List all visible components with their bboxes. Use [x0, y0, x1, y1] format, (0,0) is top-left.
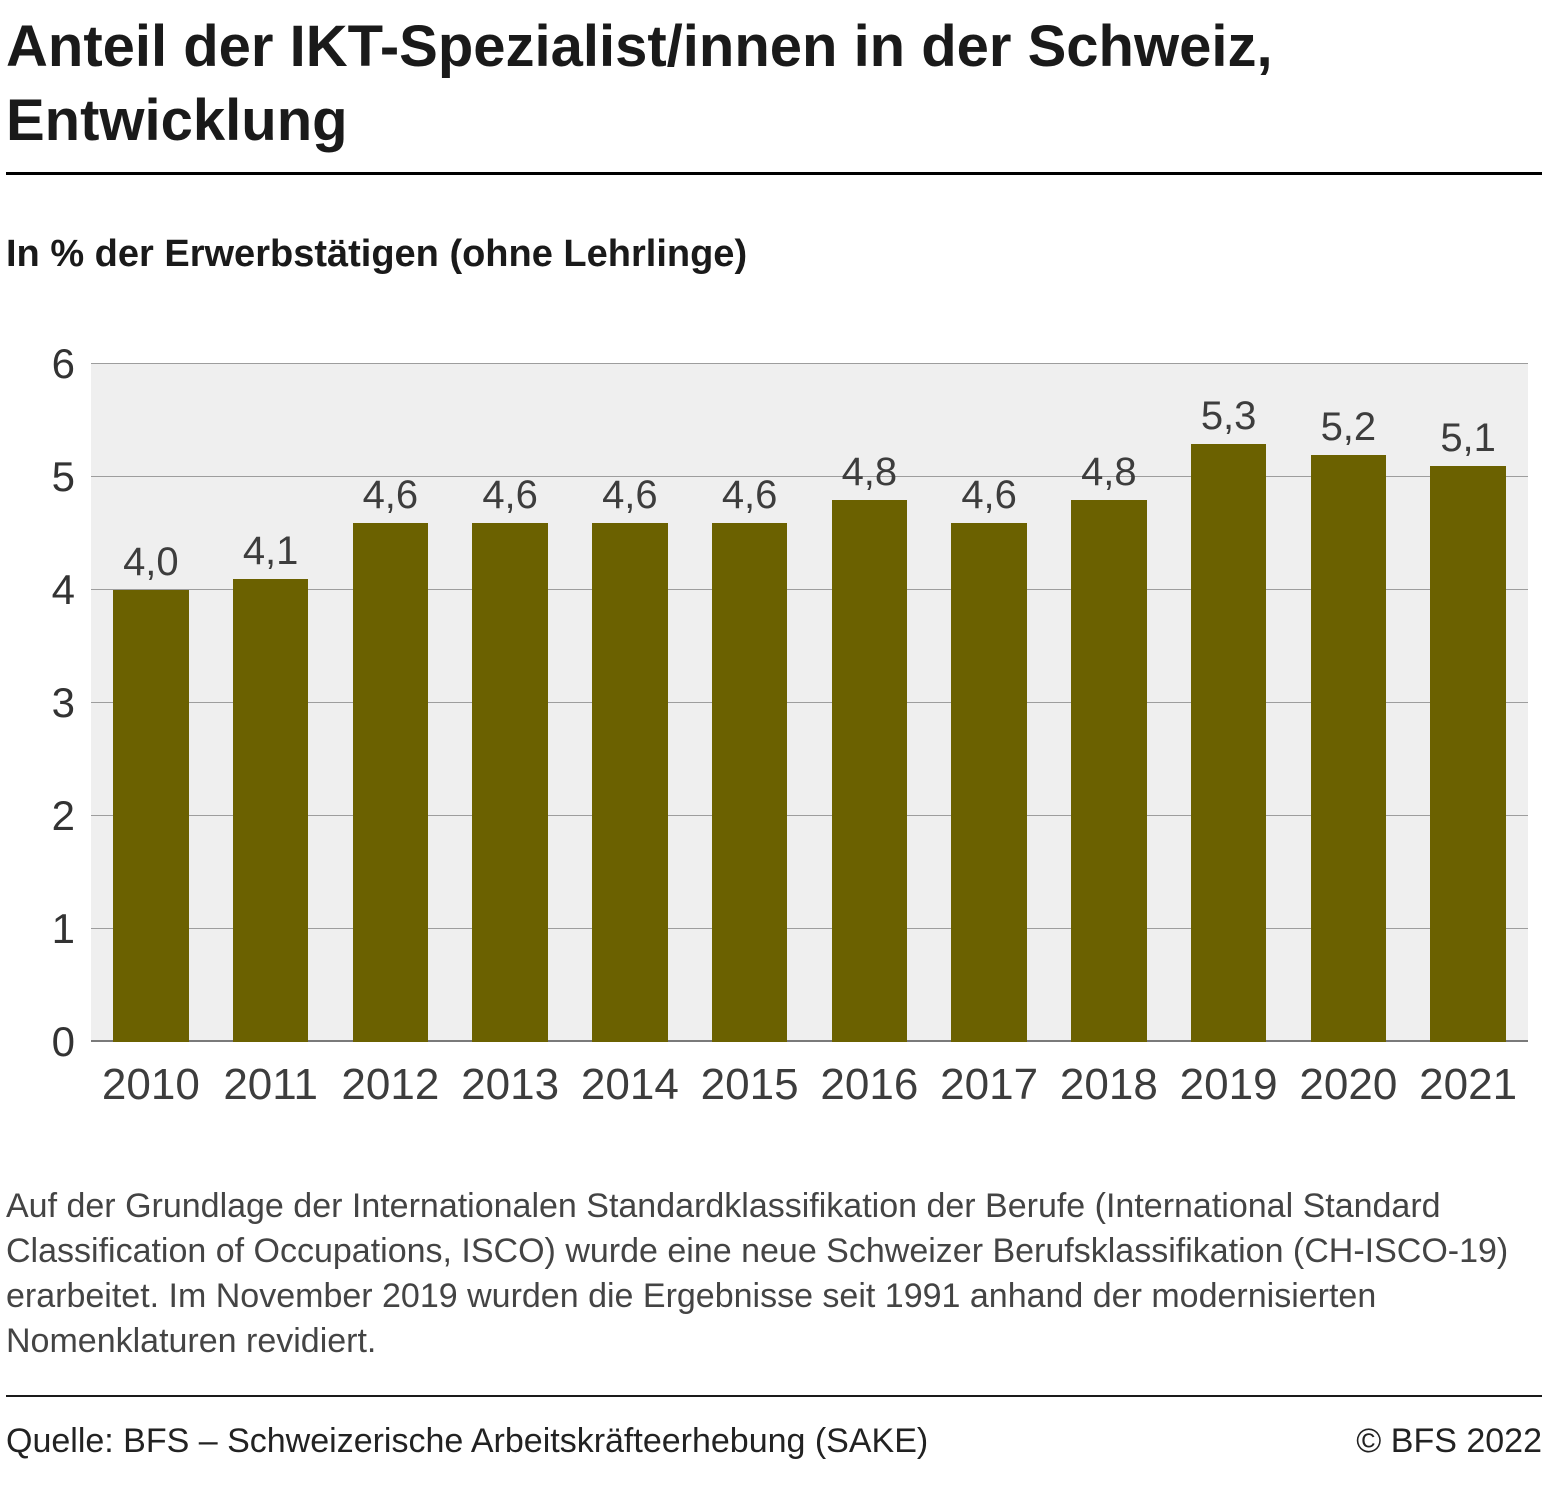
bar: [1430, 466, 1506, 1043]
page-title: Anteil der IKT-Spezialist/innen in der S…: [6, 14, 1273, 154]
footnote-text: Auf der Grundlage der Internationalen St…: [6, 1187, 1509, 1361]
y-axis-tick-label: 1: [51, 905, 75, 953]
gridline: [91, 363, 1528, 365]
gridline: [91, 1040, 1528, 1043]
x-axis-label: 2011: [223, 1060, 318, 1110]
bar-slot: 4,6: [570, 364, 690, 1043]
bar-slot: 4,8: [1049, 364, 1169, 1043]
x-axis-label: 2017: [940, 1060, 1039, 1110]
bar: [113, 590, 189, 1043]
bar-value-label: 5,1: [1440, 416, 1496, 461]
page: Anteil der IKT-Spezialist/innen in der S…: [6, 14, 1542, 1361]
x-axis-label: 2016: [820, 1060, 919, 1110]
title-divider: [6, 172, 1542, 176]
x-axis-label: 2019: [1179, 1060, 1278, 1110]
bar-slot: 5,3: [1169, 364, 1289, 1043]
gridline: [91, 476, 1528, 478]
gridline: [91, 815, 1528, 817]
bar-slot: 4,6: [450, 364, 570, 1043]
bar-value-label: 4,6: [961, 472, 1017, 517]
x-axis-label: 2021: [1419, 1060, 1518, 1110]
y-axis-tick-label: 5: [51, 453, 75, 501]
bar-chart: 4,0 4,1 4,6 4,6 4,6 4,6 4,8 4,6 4,8 5,3 5,2 5,1 0 1 2…: [6, 343, 1542, 1110]
gridline: [91, 702, 1528, 704]
bar: [232, 579, 309, 1043]
bar: [592, 522, 668, 1043]
y-axis-tick-label: 6: [51, 340, 75, 388]
bar-value-label: 4,8: [1081, 450, 1137, 495]
bar: [1190, 443, 1267, 1043]
gridline: [91, 928, 1528, 930]
y-axis-tick-label: 0: [51, 1018, 75, 1066]
y-axis-tick-label: 2: [51, 792, 75, 840]
footer: Quelle: BFS – Schweizerische Arbeitskräf…: [6, 1422, 1542, 1461]
x-axis-label: 2012: [341, 1060, 440, 1110]
x-axis-label: 2010: [101, 1060, 200, 1110]
bar-slot: 4,6: [331, 364, 451, 1043]
bar-slot: 4,6: [929, 364, 1049, 1043]
bar-slot: 5,1: [1408, 364, 1528, 1043]
source-text: Quelle: BFS – Schweizerische Arbeitskräf…: [6, 1422, 929, 1460]
bar-slot: 4,6: [690, 364, 810, 1043]
x-axis-label: 2020: [1299, 1060, 1398, 1110]
bar: [472, 522, 548, 1043]
bar-value-label: 5,3: [1200, 393, 1257, 438]
bar-slot: 4,1: [211, 364, 331, 1043]
bar-value-label: 4,6: [721, 472, 778, 517]
bar: [711, 522, 788, 1043]
x-axis-label: 2015: [700, 1060, 799, 1110]
bar-slot: 5,2: [1289, 364, 1409, 1043]
bar: [1310, 454, 1387, 1043]
bar-value-label: 4,0: [123, 540, 179, 585]
x-axis-label: 2014: [580, 1060, 679, 1110]
bar-value-label: 5,2: [1320, 404, 1377, 449]
gridline: [91, 589, 1528, 591]
x-axis-row: 2010 2011 2012 2013 2014 2015 2016 2017 2018 2019…: [91, 1060, 1528, 1110]
bar-value-label: 4,6: [362, 472, 419, 517]
x-axis-label: 2018: [1059, 1060, 1158, 1110]
footer-divider: [6, 1395, 1542, 1397]
bar: [1071, 500, 1147, 1043]
copyright-text: © BFS 2022: [1356, 1422, 1542, 1460]
bar-value-label: 4,1: [242, 529, 299, 574]
bar: [951, 522, 1027, 1043]
bar-value-label: 4,6: [482, 472, 538, 517]
bar-value-label: 4,6: [602, 472, 658, 517]
y-axis-tick-label: 4: [51, 566, 75, 614]
bar: [831, 500, 908, 1043]
bar-slot: 4,8: [810, 364, 930, 1043]
y-axis-tick-label: 3: [51, 679, 75, 727]
bar-value-label: 4,8: [841, 450, 898, 495]
x-axis-label: 2013: [461, 1060, 560, 1110]
bar-slot: 4,0: [91, 364, 211, 1043]
bars-row: 4,0 4,1 4,6 4,6 4,6 4,6 4,8 4,6 4,8 5,3 5,2 5,1: [91, 364, 1528, 1043]
chart-subtitle: In % der Erwerbstätigen (ohne Lehrlinge): [6, 233, 748, 276]
bar: [352, 522, 429, 1043]
plot-area: 4,0 4,1 4,6 4,6 4,6 4,6 4,8 4,6 4,8 5,3 5,2 5,1 0 1 2…: [52, 343, 1528, 1063]
